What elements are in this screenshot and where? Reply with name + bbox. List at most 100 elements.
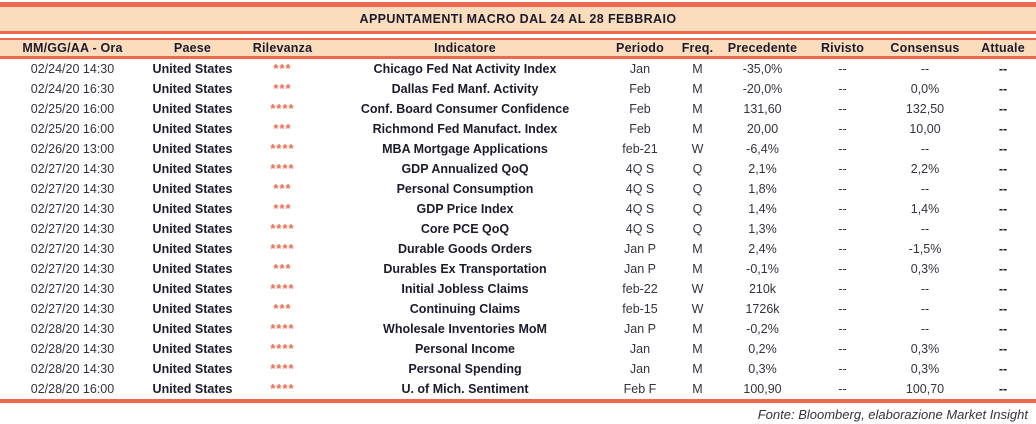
cell-indicator: Richmond Fed Manufact. Index bbox=[372, 121, 558, 136]
cell-period: Feb F bbox=[623, 381, 657, 396]
col-header-revised: Rivisto bbox=[805, 38, 880, 59]
cell-freq: Q bbox=[692, 161, 703, 176]
cell-indicator: Durable Goods Orders bbox=[397, 241, 533, 256]
cell-relevance: *** bbox=[273, 120, 292, 136]
table-row: 02/26/20 13:00 United States **** MBA Mortg… bbox=[0, 139, 1036, 159]
cell-date: 02/27/20 14:30 bbox=[30, 221, 115, 236]
cell-country: United States bbox=[152, 361, 233, 376]
cell-period: feb-15 bbox=[622, 301, 658, 316]
cell-relevance: *** bbox=[273, 180, 292, 196]
cell-country: United States bbox=[152, 281, 233, 296]
cell-freq: M bbox=[692, 261, 703, 276]
cell-consensus: 0,0% bbox=[910, 81, 940, 96]
cell-previous: 100,90 bbox=[743, 381, 782, 396]
cell-period: Jan P bbox=[624, 241, 656, 256]
cell-revised: -- bbox=[838, 221, 847, 236]
cell-revised: -- bbox=[838, 121, 847, 136]
cell-actual: -- bbox=[998, 181, 1008, 196]
cell-freq: M bbox=[692, 101, 703, 116]
cell-relevance: **** bbox=[270, 100, 295, 116]
cell-date: 02/25/20 16:00 bbox=[30, 121, 115, 136]
table-row: 02/28/20 14:30 United States **** Personal … bbox=[0, 359, 1036, 379]
table-row: 02/27/20 14:30 United States **** Core PCE … bbox=[0, 219, 1036, 239]
col-header-datetime: MM/GG/AA - Ora bbox=[0, 38, 145, 59]
cell-previous: 1,8% bbox=[748, 181, 777, 196]
cell-indicator: Initial Jobless Claims bbox=[401, 281, 529, 296]
cell-country: United States bbox=[152, 261, 233, 276]
cell-consensus: 1,4% bbox=[910, 201, 940, 216]
col-header-freq: Freq. bbox=[675, 38, 720, 59]
cell-date: 02/28/20 16:00 bbox=[30, 381, 115, 396]
table-row: 02/27/20 14:30 United States *** Personal C… bbox=[0, 179, 1036, 199]
cell-relevance: **** bbox=[270, 280, 295, 296]
cell-freq: W bbox=[691, 301, 704, 316]
cell-indicator: Personal Spending bbox=[408, 361, 522, 376]
cell-freq: M bbox=[692, 381, 703, 396]
cell-consensus: 0,3% bbox=[910, 361, 940, 376]
cell-country: United States bbox=[152, 381, 233, 396]
cell-relevance: **** bbox=[270, 140, 295, 156]
cell-freq: M bbox=[692, 341, 703, 356]
table-body: 02/24/20 14:30 United States *** Chicago Fe… bbox=[0, 57, 1036, 401]
cell-actual: -- bbox=[998, 241, 1008, 256]
cell-indicator: Core PCE QoQ bbox=[420, 221, 510, 236]
cell-indicator: U. of Mich. Sentiment bbox=[401, 381, 529, 396]
cell-country: United States bbox=[152, 341, 233, 356]
table-row: 02/27/20 14:30 United States **** Initial J… bbox=[0, 279, 1036, 299]
cell-date: 02/27/20 14:30 bbox=[30, 201, 115, 216]
cell-date: 02/27/20 14:30 bbox=[30, 161, 115, 176]
col-header-previous: Precedente bbox=[720, 38, 805, 59]
cell-freq: M bbox=[692, 121, 703, 136]
cell-actual: -- bbox=[998, 221, 1008, 236]
cell-consensus: 2,2% bbox=[910, 161, 940, 176]
cell-consensus: -- bbox=[920, 281, 930, 296]
cell-indicator: Chicago Fed Nat Activity Index bbox=[373, 61, 557, 76]
cell-indicator: Wholesale Inventories MoM bbox=[383, 321, 547, 336]
cell-previous: -6,4% bbox=[746, 141, 779, 156]
cell-country: United States bbox=[152, 241, 233, 256]
cell-period: 4Q S bbox=[625, 201, 655, 216]
cell-revised: -- bbox=[838, 281, 847, 296]
source-note: Fonte: Bloomberg, elaborazione Market In… bbox=[757, 406, 1028, 422]
cell-period: Feb bbox=[629, 101, 651, 116]
report-title: APPUNTAMENTI MACRO DAL 24 AL 28 FEBBRAIO bbox=[0, 2, 1036, 34]
cell-period: Feb bbox=[629, 81, 651, 96]
cell-previous: 2,1% bbox=[748, 161, 777, 176]
cell-revised: -- bbox=[838, 81, 847, 96]
cell-previous: 210k bbox=[748, 281, 777, 296]
cell-relevance: *** bbox=[273, 260, 292, 276]
cell-period: 4Q S bbox=[625, 181, 655, 196]
cell-actual: -- bbox=[998, 341, 1008, 356]
cell-date: 02/26/20 13:00 bbox=[30, 141, 115, 156]
cell-period: Jan P bbox=[624, 261, 656, 276]
table-row: 02/25/20 16:00 United States *** Richmond F… bbox=[0, 119, 1036, 139]
col-header-relevance: Rilevanza bbox=[240, 38, 325, 59]
col-header-indicator: Indicatore bbox=[325, 38, 605, 59]
cell-consensus: -1,5% bbox=[908, 241, 942, 256]
cell-previous: -35,0% bbox=[742, 61, 783, 76]
table-header: MM/GG/AA - Ora Paese Rilevanza Indicator… bbox=[0, 38, 1036, 59]
cell-freq: Q bbox=[692, 201, 703, 216]
cell-actual: -- bbox=[998, 381, 1008, 396]
cell-revised: -- bbox=[838, 201, 847, 216]
cell-consensus: -- bbox=[920, 221, 930, 236]
cell-revised: -- bbox=[838, 261, 847, 276]
cell-previous: 1726k bbox=[745, 301, 780, 316]
cell-relevance: *** bbox=[273, 200, 292, 216]
cell-relevance: **** bbox=[270, 320, 295, 336]
cell-indicator: GDP Price Index bbox=[416, 201, 514, 216]
cell-date: 02/24/20 14:30 bbox=[30, 61, 115, 76]
cell-previous: -20,0% bbox=[742, 81, 783, 96]
cell-date: 02/28/20 14:30 bbox=[30, 361, 115, 376]
table-row: 02/25/20 16:00 United States **** Conf. Boa… bbox=[0, 99, 1036, 119]
table-row: 02/24/20 16:30 United States *** Dallas Fed… bbox=[0, 79, 1036, 99]
cell-country: United States bbox=[152, 181, 233, 196]
cell-period: feb-22 bbox=[622, 281, 658, 296]
cell-relevance: **** bbox=[270, 380, 295, 396]
cell-consensus: 0,3% bbox=[910, 261, 940, 276]
cell-relevance: *** bbox=[273, 80, 292, 96]
cell-relevance: **** bbox=[270, 220, 295, 236]
cell-date: 02/27/20 14:30 bbox=[30, 241, 115, 256]
cell-previous: 2,4% bbox=[748, 241, 777, 256]
cell-actual: -- bbox=[998, 361, 1008, 376]
